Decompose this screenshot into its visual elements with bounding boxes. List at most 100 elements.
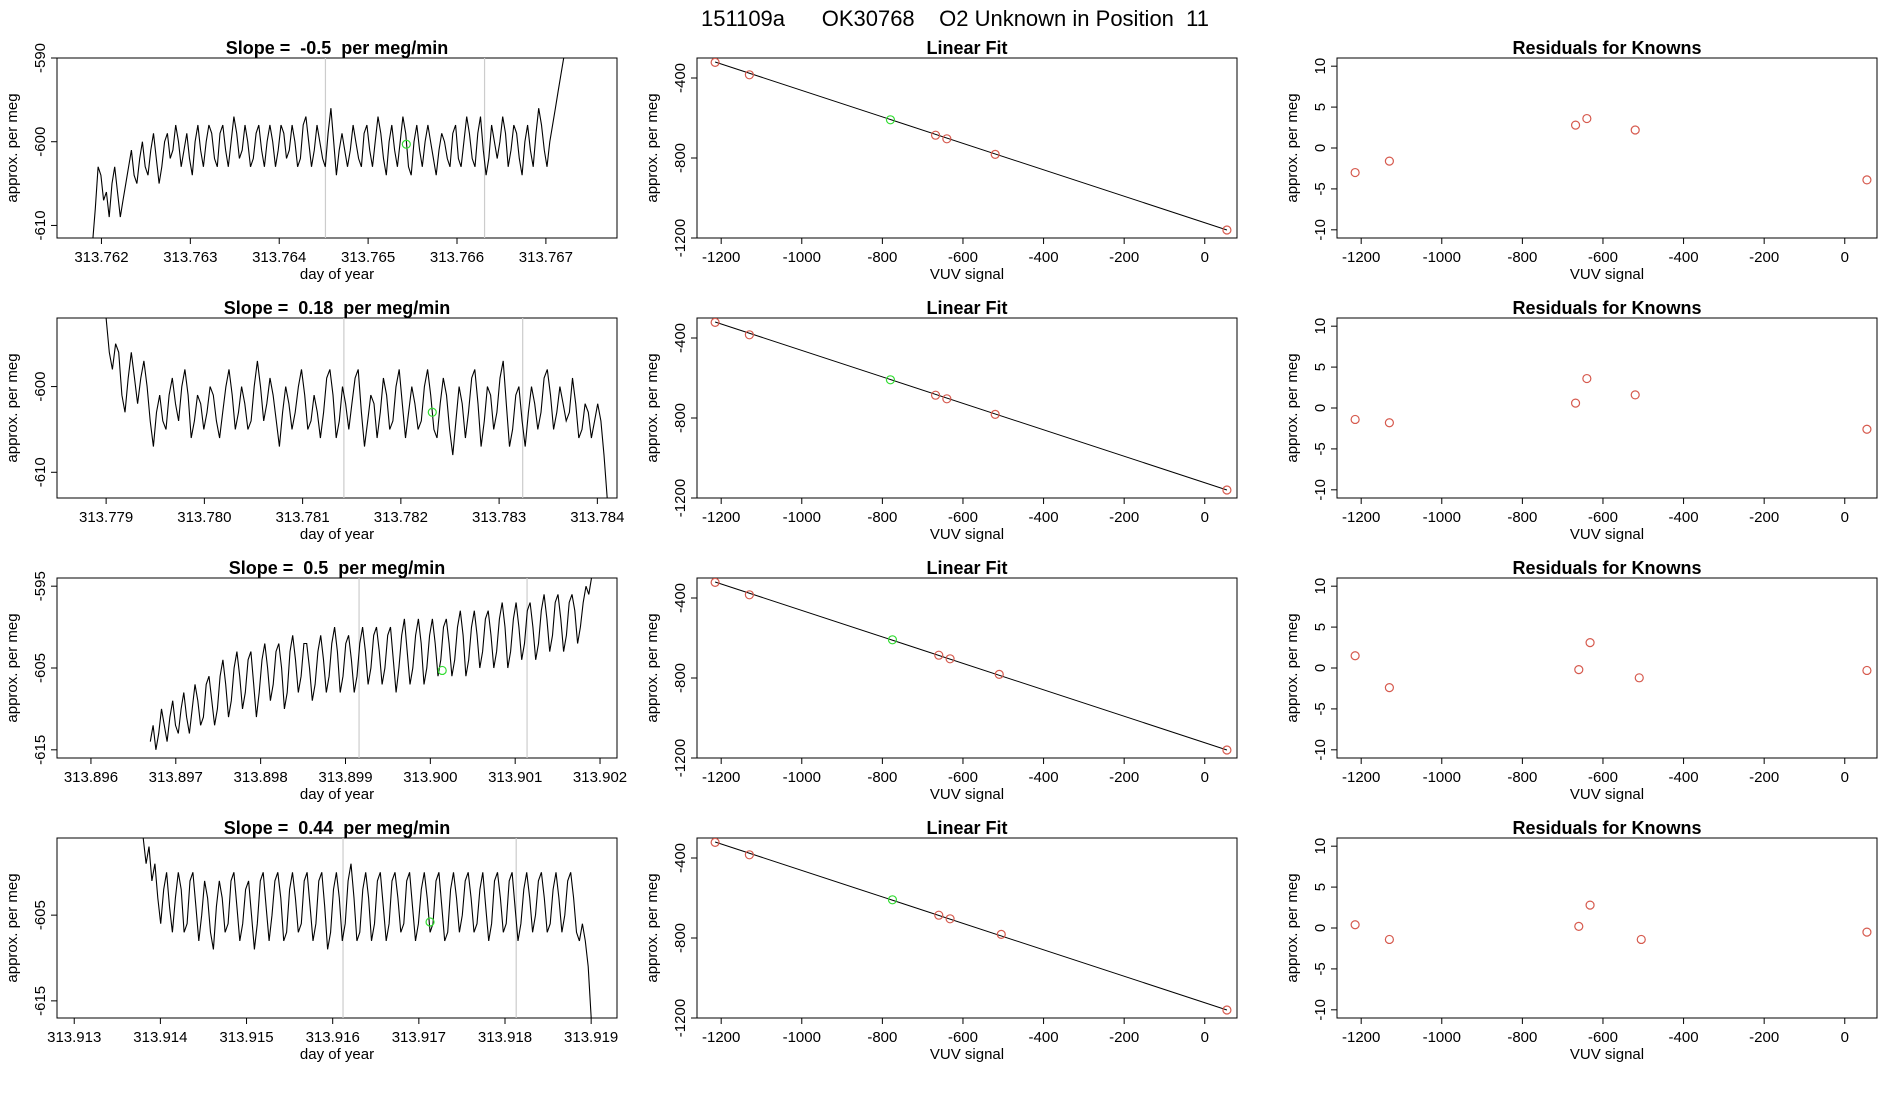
x-tick-label: 313.918 xyxy=(478,1029,532,1046)
x-tick-label: -1200 xyxy=(702,249,740,266)
known-point xyxy=(710,838,720,847)
unknown-point xyxy=(437,665,447,676)
plot-area xyxy=(142,838,592,1018)
residual-point xyxy=(1862,927,1872,937)
x-axis-label: VUV signal xyxy=(1570,526,1644,543)
known-point xyxy=(945,914,955,924)
y-axis-label: approx. per meg xyxy=(644,353,661,462)
x-tick-label: -600 xyxy=(1588,1029,1618,1046)
x-tick-label: -400 xyxy=(1029,509,1059,526)
known-point xyxy=(710,318,720,327)
x-tick-label: -800 xyxy=(1507,769,1537,786)
x-axis-label: VUV signal xyxy=(1570,266,1644,283)
x-tick-label: -1000 xyxy=(1423,769,1461,786)
residual-point xyxy=(1585,638,1595,648)
y-tick-label: -5 xyxy=(1312,442,1329,455)
x-tick-label: 313.916 xyxy=(306,1029,360,1046)
x-tick-label: 0 xyxy=(1201,249,1209,266)
known-point xyxy=(710,58,720,67)
x-axis-label: VUV signal xyxy=(930,786,1004,803)
y-tick-label: -800 xyxy=(672,923,689,953)
y-axis-label: approx. per meg xyxy=(1284,613,1301,722)
y-axis-label: approx. per meg xyxy=(4,353,21,462)
plot-frame xyxy=(696,577,1238,759)
x-tick-label: 313.783 xyxy=(472,509,526,526)
panel-title: Residuals for Knowns xyxy=(1512,818,1701,838)
x-tick-label: -400 xyxy=(1669,249,1699,266)
residual-point xyxy=(1384,934,1394,945)
y-tick-label: -600 xyxy=(32,127,49,157)
x-tick-label: -600 xyxy=(1588,249,1618,266)
residual-point xyxy=(1384,683,1394,693)
y-tick-label: -605 xyxy=(32,653,49,683)
y-axis-label: approx. per meg xyxy=(4,93,21,202)
known-point xyxy=(744,330,754,340)
residual-point xyxy=(1582,113,1592,124)
panel-3: Residuals for Knowns-1200 -1000 -800 -600 -4… xyxy=(1284,38,1878,283)
y-tick-label: -800 xyxy=(672,143,689,173)
x-tick-label: -1000 xyxy=(1423,1029,1461,1046)
residual-point xyxy=(1574,665,1584,675)
x-tick-label: 313.898 xyxy=(234,769,288,786)
x-tick-label: -400 xyxy=(1029,249,1059,266)
x-tick-label: 313.915 xyxy=(219,1029,273,1046)
x-axis-label: VUV signal xyxy=(930,266,1004,283)
known-point xyxy=(994,669,1004,680)
y-tick-label: 5 xyxy=(1312,623,1329,631)
y-axis-label: approx. per meg xyxy=(1284,353,1301,462)
x-tick-label: 313.914 xyxy=(133,1029,187,1046)
x-tick-label: -800 xyxy=(867,249,897,266)
known-point xyxy=(942,394,952,404)
panel-11: Linear Fit -1200 -1000 -800 -600 -400 -200 0 VUV… xyxy=(644,818,1238,1063)
plot-frame xyxy=(56,577,618,759)
x-tick-label: -800 xyxy=(1507,509,1537,526)
x-tick-label: 0 xyxy=(1201,769,1209,786)
plot-frame xyxy=(696,837,1238,1019)
x-tick-label: -400 xyxy=(1669,769,1699,786)
x-tick-label: 313.764 xyxy=(252,249,306,266)
known-point xyxy=(1222,745,1232,755)
x-tick-label: 313.766 xyxy=(430,249,484,266)
y-tick-label: -5 xyxy=(1312,962,1329,975)
x-tick-label: -1000 xyxy=(783,1029,821,1046)
y-tick-label: -5 xyxy=(1312,702,1329,715)
y-axis-label: approx. per meg xyxy=(644,873,661,982)
x-tick-label: -400 xyxy=(1669,509,1699,526)
plot-frame xyxy=(1336,577,1878,759)
unknown-point xyxy=(885,375,896,385)
x-tick-label: 313.913 xyxy=(47,1029,101,1046)
x-tick-label: -200 xyxy=(1109,769,1139,786)
unknown-point xyxy=(887,635,898,645)
plot-area xyxy=(1350,638,1872,693)
known-point xyxy=(934,650,944,660)
x-tick-label: 313.767 xyxy=(519,249,573,266)
panel-title: Slope = 0.5 per meg/min xyxy=(229,558,446,578)
y-tick-label: -10 xyxy=(1312,219,1329,241)
x-tick-label: 0 xyxy=(1841,509,1849,526)
x-tick-label: 0 xyxy=(1841,1029,1849,1046)
x-tick-label: -400 xyxy=(1029,1029,1059,1046)
y-axis-label: approx. per meg xyxy=(644,613,661,722)
x-axis-label: day of year xyxy=(300,1046,374,1063)
plot-frame xyxy=(1336,317,1878,499)
x-tick-label: -200 xyxy=(1109,509,1139,526)
known-point xyxy=(945,654,955,664)
x-tick-label: 313.901 xyxy=(488,769,542,786)
series-line xyxy=(142,838,592,1018)
y-tick-label: -10 xyxy=(1312,999,1329,1021)
x-tick-label: 313.762 xyxy=(74,249,128,266)
figure-title: 151109a OK30768 O2 Unknown in Position 1… xyxy=(701,6,1209,31)
unknown-point xyxy=(427,407,437,417)
x-tick-label: -1000 xyxy=(1423,509,1461,526)
x-axis-label: VUV signal xyxy=(1570,1046,1644,1063)
y-tick-label: 0 xyxy=(1312,664,1329,672)
y-tick-label: 5 xyxy=(1312,883,1329,891)
x-axis-label: day of year xyxy=(300,786,374,803)
x-tick-label: -1200 xyxy=(702,509,740,526)
panel-6: Residuals for Knowns-1200 -1000 -800 -600 -4… xyxy=(1284,298,1878,543)
panel-2: Linear Fit -1200 -1000 -800 -600 -400 -200 0 VUV… xyxy=(644,38,1238,283)
known-point xyxy=(744,70,754,80)
plot-area xyxy=(92,58,565,238)
residual-point xyxy=(1350,651,1360,661)
known-point xyxy=(930,130,941,140)
